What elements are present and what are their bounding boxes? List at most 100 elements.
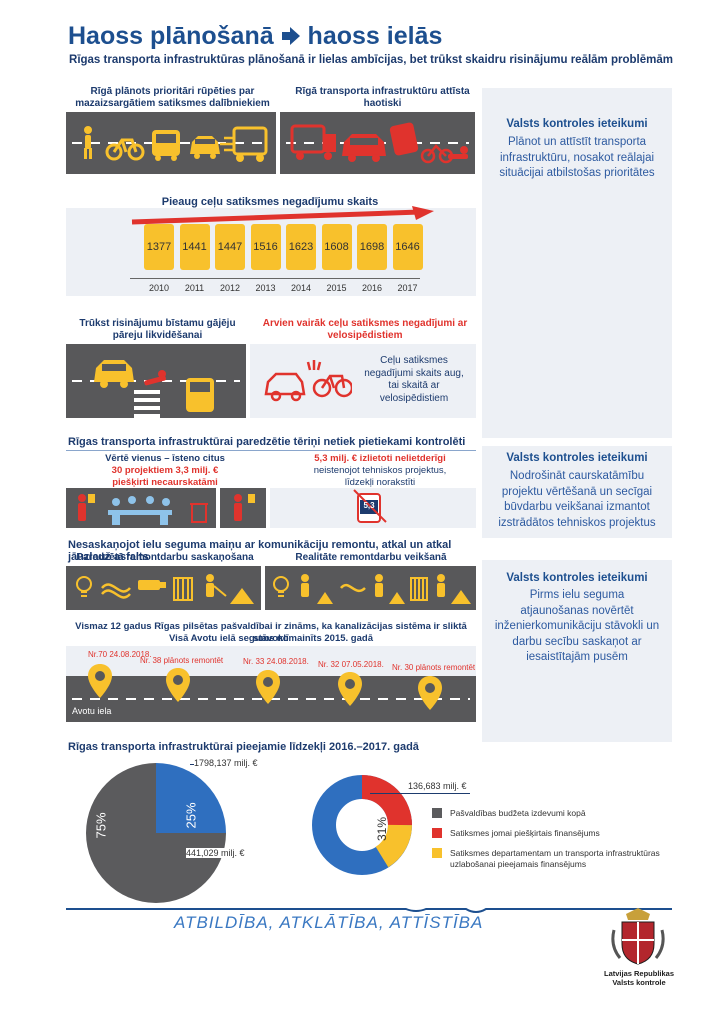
chaos-road: [280, 112, 475, 174]
map-pin-icon: [256, 670, 280, 704]
asphalt-pile-icon: [317, 592, 333, 604]
arrow-right-icon: [281, 27, 300, 45]
bus-icon: [152, 130, 180, 161]
repair-pin-label: Nr. 32 07.05.2018.: [318, 660, 384, 669]
recommendation-title: Valsts kontroles ieteikumi: [506, 118, 648, 130]
donut-slice-red: [361, 775, 412, 826]
legend: Pašvaldības budžeta izdevumi kopā Satiks…: [432, 808, 672, 870]
legend-swatch: [432, 848, 442, 859]
crossings-caption: Trūkst risinājumu bīstamu gājēju pāreju …: [79, 318, 236, 341]
legend-item: Pašvaldības budžeta izdevumi kopā: [432, 808, 672, 819]
bus-icon: [186, 378, 214, 412]
meeting-table-icon: [108, 496, 172, 525]
car-icon: [94, 360, 134, 388]
accident-count-bar: 1646: [392, 224, 423, 270]
legend-item: Satiksmes departamentam un transporta in…: [432, 848, 672, 870]
spending-right-line2: neistenojot tehniskos projektus, līdzekļ…: [313, 465, 447, 488]
person-document-icon: [234, 494, 255, 521]
map-pin-icon: [166, 668, 190, 702]
accident-count-bar: 1441: [179, 224, 210, 270]
pie1-big-pct: 75%: [93, 812, 109, 839]
donut-slice-yellow: [375, 824, 412, 868]
divider: [66, 450, 476, 451]
planned-repairs-caption: Paredzētā remontdarbu saskaņošana: [76, 552, 254, 563]
priorities-road: [66, 112, 276, 174]
cables-icon: [101, 583, 131, 599]
pie2-value: 136,683 milj. €: [408, 781, 467, 791]
footer-wave-line: [66, 908, 672, 913]
avotu-fact: Visā Avotu ielā segums nomainīts 2015. g…: [169, 633, 373, 644]
meeting-icons: [78, 494, 208, 525]
actual-works-icons: [273, 574, 471, 604]
year-tick-label: 2016: [361, 283, 383, 293]
crash-icons: [290, 122, 468, 164]
crossing-road: [66, 344, 246, 418]
planned-priorities-caption: Rīgā plānots prioritāri rūpēties par maz…: [75, 86, 270, 109]
recommendation-title: Valsts kontroles ieteikumi: [506, 452, 648, 464]
planned-repairs-panel: [66, 566, 261, 610]
cyclists-panel: [250, 344, 476, 418]
asphalt-pile-icon: [389, 592, 405, 604]
asphalt-pile-icon: [451, 590, 471, 604]
pie1-small-pct: 25%: [183, 802, 199, 829]
barrier-icon: [173, 577, 193, 601]
year-tick-label: 2012: [219, 283, 241, 293]
budget-pie-chart: [86, 763, 226, 903]
funding-heading: Rīgas transporta infrastruktūrai pieejam…: [68, 741, 419, 753]
accident-count-bar: 1608: [321, 224, 352, 270]
car-icon: [190, 136, 220, 159]
spending-left-line2: 30 projektiem 3,3 milj. €: [111, 465, 219, 476]
bicycle-icon: [105, 138, 145, 161]
legend-swatch: [432, 808, 442, 818]
truck-icon: [220, 126, 268, 162]
fallen-pedestrian-icon: [448, 146, 468, 159]
legend-label: Pašvaldības budžeta izdevumi kopā: [450, 808, 586, 818]
chart-title: Pieaug ceļu satiksmes negadījumu skaits: [161, 196, 379, 208]
bus-crash-icon: [389, 122, 419, 156]
recommendation-text: Nodrošināt caurskatāmību projektu vērtēš…: [498, 470, 656, 529]
lightbulb-icon: [76, 576, 92, 597]
accident-count-bar: 1516: [250, 224, 281, 270]
money-jar-icon: [353, 489, 387, 523]
legend-label: Satiksmes jomai piešķirtais finansējums: [450, 828, 600, 839]
asphalt-pile-icon: [230, 588, 254, 604]
coat-of-arms-logo: [611, 908, 665, 965]
actual-repairs-panel: [265, 566, 476, 610]
page-subtitle: Rīgas transporta infrastruktūras plānoša…: [69, 54, 673, 66]
pipe-icon: [138, 580, 166, 590]
map-pin-icon: [88, 664, 112, 698]
chart-axis: [130, 278, 420, 279]
bicycle-crash-icon: [420, 144, 454, 164]
pie1-top-value: 1798,137 milj. €: [194, 758, 258, 768]
chaotic-development-caption: Rīgā transporta infrastruktūru attīsta h…: [295, 86, 470, 109]
accident-count-bar: 1623: [286, 224, 316, 270]
year-tick-label: 2010: [148, 283, 170, 293]
street-label: Avotu iela: [72, 706, 112, 716]
pedestrian-icon: [84, 126, 92, 159]
page-title: Haoss plānošanā haoss ielās: [68, 22, 443, 50]
recommendation-panel-3: [482, 560, 672, 742]
worker-icon: [206, 574, 227, 597]
truck-crash-icon: [290, 124, 336, 160]
document-icon: [88, 494, 95, 503]
repair-pin-label: Nr.70 24.08.2018.: [88, 650, 152, 659]
map-pin-icon: [418, 676, 442, 710]
accident-count-bar: 1447: [215, 224, 245, 270]
org-name-line1: Latvijas Republikas: [603, 969, 675, 978]
trend-arrow-icon: [131, 206, 434, 225]
year-tick-label: 2011: [184, 283, 205, 293]
car-bicycle-crash-icon: [264, 360, 352, 402]
spending-left-line1: Vērtē vienus – īsteno citus: [105, 453, 225, 464]
footer-motto: ATBILDĪBA, ATKLĀTĪBA, ATTĪSTĪBA: [174, 913, 484, 932]
recommendation-text: Pirms ielu seguma atjaunošanas novērtēt …: [494, 589, 660, 664]
asphalt-heading: Nesaskaņojot ielu seguma maiņu ar komuni…: [68, 539, 452, 563]
legend-swatch: [432, 828, 442, 839]
lightbulb-icon: [273, 576, 289, 597]
year-tick-label: 2013: [255, 283, 276, 293]
repair-pin-label: Nr. 33 24.08.2018.: [243, 657, 309, 666]
person-panel: [220, 488, 266, 528]
legend-item: Satiksmes jomai piešķirtais finansējums: [432, 828, 672, 839]
road-users-icons: [84, 126, 268, 162]
spending-heading: Rīgas transporta infrastruktūrai paredzē…: [68, 436, 466, 448]
pie-slice-transport: [156, 763, 226, 833]
